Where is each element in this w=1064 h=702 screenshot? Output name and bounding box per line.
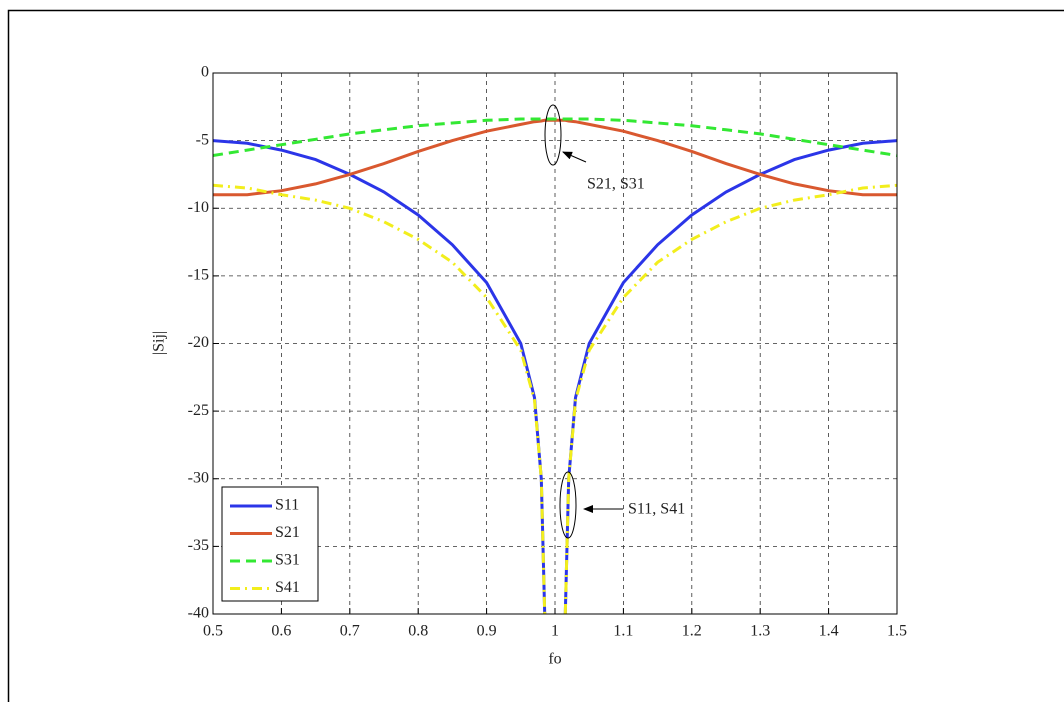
- annotation-text: S21, S31: [587, 176, 645, 193]
- y-tick-label: -30: [188, 469, 209, 486]
- y-axis-label: |Sij|: [151, 331, 168, 355]
- legend-label: S11: [275, 497, 299, 514]
- y-tick-label: 0: [201, 64, 209, 81]
- y-tick-label: -20: [188, 334, 209, 351]
- x-tick-label: 1.5: [887, 623, 907, 640]
- x-tick-label: 1.2: [682, 623, 702, 640]
- x-tick-label: 0.6: [271, 623, 291, 640]
- x-tick-label: 1.3: [750, 623, 770, 640]
- x-tick-label: 1.4: [819, 623, 839, 640]
- y-tick-label: -25: [188, 402, 209, 419]
- x-tick-label: 0.7: [340, 623, 360, 640]
- y-tick-label: -10: [188, 199, 209, 216]
- y-tick-label: -15: [188, 267, 209, 284]
- chart: fo |Sij| 0 -5 -10 -15 -20 -25 -30 -35 -400.5 0.6 0…: [0, 0, 1064, 702]
- legend-label: S21: [275, 524, 300, 541]
- x-tick-label: 1.1: [613, 623, 633, 640]
- annotation-text: S11, S41: [628, 501, 685, 518]
- legend-label: S31: [275, 552, 300, 569]
- x-tick-label: 1: [551, 623, 559, 640]
- x-tick-label: 0.8: [408, 623, 428, 640]
- legend-label: S41: [275, 579, 300, 596]
- x-tick-label: 0.5: [203, 623, 223, 640]
- x-axis-label: fo: [548, 651, 561, 668]
- y-tick-label: -40: [188, 605, 209, 622]
- legend-box: [222, 487, 318, 601]
- x-tick-label: 0.9: [477, 623, 497, 640]
- y-tick-label: -35: [188, 537, 209, 554]
- y-tick-label: -5: [196, 131, 209, 148]
